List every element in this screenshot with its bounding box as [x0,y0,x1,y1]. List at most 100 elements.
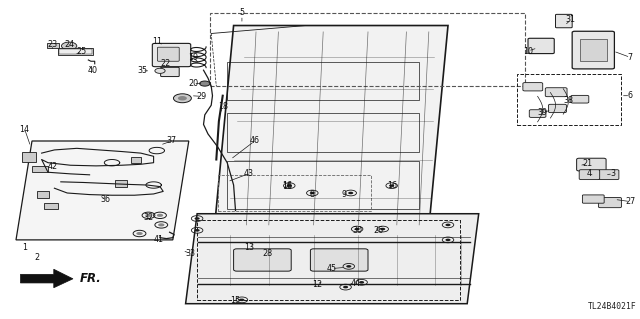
Circle shape [239,299,244,301]
FancyBboxPatch shape [598,197,621,208]
Circle shape [287,184,292,187]
Circle shape [348,192,353,194]
Bar [227,113,419,152]
Text: 22: 22 [160,59,170,68]
FancyBboxPatch shape [157,47,179,61]
Text: 26: 26 [374,226,384,235]
Circle shape [445,224,451,226]
Text: 28: 28 [262,249,273,258]
Bar [115,180,127,187]
Text: 9: 9 [342,190,347,199]
Circle shape [157,214,163,217]
Bar [47,43,59,48]
Bar [197,220,460,300]
Text: 23: 23 [47,40,58,49]
Bar [580,39,607,61]
Polygon shape [186,214,479,304]
Text: 19: 19 [188,53,198,62]
Text: 29: 29 [196,92,207,101]
Polygon shape [20,269,73,288]
Text: 40: 40 [88,66,98,75]
Circle shape [343,286,348,288]
Circle shape [155,68,165,73]
Text: 45: 45 [326,264,337,273]
Text: 43: 43 [243,169,253,178]
Circle shape [355,228,360,230]
Polygon shape [214,26,448,228]
FancyBboxPatch shape [572,31,614,69]
Text: 44: 44 [350,279,360,288]
Text: 13: 13 [244,243,255,252]
Circle shape [359,281,364,284]
Circle shape [195,229,200,232]
Bar [59,49,92,54]
Text: 16: 16 [387,181,397,190]
FancyBboxPatch shape [579,170,600,180]
Text: 38: 38 [563,96,573,105]
Circle shape [346,265,351,268]
Circle shape [178,96,187,100]
Text: 30: 30 [352,226,362,235]
Text: 32: 32 [143,213,154,222]
Text: 8: 8 [310,190,315,199]
Text: 1: 1 [22,243,27,252]
Bar [227,161,419,209]
Text: 24: 24 [64,40,74,49]
Text: 6: 6 [628,91,633,100]
Text: 3: 3 [611,169,616,178]
Bar [37,191,49,198]
FancyBboxPatch shape [548,104,566,113]
Circle shape [145,214,152,217]
Text: 12: 12 [312,280,322,289]
Circle shape [195,217,200,220]
Text: 14: 14 [19,125,29,134]
Text: 5: 5 [239,8,244,17]
Text: FR.: FR. [79,272,101,285]
FancyBboxPatch shape [582,195,604,203]
Polygon shape [16,141,189,240]
Text: 31: 31 [566,15,576,24]
Bar [44,203,58,209]
Text: 41: 41 [154,235,164,244]
Text: 16: 16 [282,182,292,191]
Bar [22,152,36,162]
Text: 18: 18 [218,102,228,111]
Text: 42: 42 [47,162,58,171]
Text: 16: 16 [282,181,292,190]
Text: 20: 20 [188,79,198,88]
Bar [131,157,141,163]
FancyBboxPatch shape [528,38,554,54]
Text: 2: 2 [35,253,40,262]
Text: 10: 10 [523,47,533,56]
Circle shape [445,239,451,241]
Circle shape [310,192,315,194]
Circle shape [173,94,191,103]
Text: 39: 39 [538,108,548,117]
Circle shape [136,232,143,235]
FancyBboxPatch shape [234,249,291,271]
Text: 4: 4 [586,169,591,178]
Text: TL24B4021F: TL24B4021F [588,302,637,311]
Bar [58,48,93,55]
FancyBboxPatch shape [598,170,619,180]
Text: 15: 15 [230,296,241,305]
Bar [32,166,48,172]
Circle shape [389,184,394,187]
Text: 35: 35 [137,66,147,75]
Text: 27: 27 [625,197,636,206]
FancyBboxPatch shape [523,83,543,91]
Text: 11: 11 [152,37,162,46]
Bar [218,175,371,211]
Text: 25: 25 [77,47,87,56]
FancyBboxPatch shape [577,158,606,171]
FancyBboxPatch shape [161,67,179,77]
Circle shape [61,42,77,50]
Bar [227,62,419,100]
Circle shape [380,228,385,230]
Text: 37: 37 [166,137,177,145]
FancyBboxPatch shape [571,95,589,103]
Text: 33: 33 [186,249,196,258]
FancyBboxPatch shape [529,110,546,117]
Text: 36: 36 [100,195,111,204]
FancyBboxPatch shape [152,43,191,67]
